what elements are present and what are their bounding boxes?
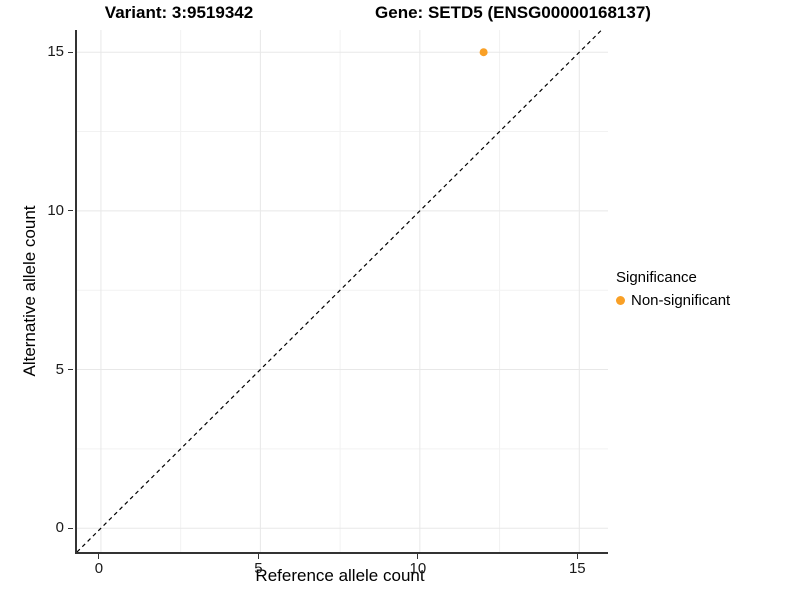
y-tick-mark [68, 210, 73, 212]
identity-line [77, 30, 603, 552]
x-axis-title: Reference allele count [255, 566, 425, 585]
x-tick-label: 10 [409, 560, 427, 577]
y-tick-label: 15 [47, 43, 64, 61]
legend-item: Non-significant [616, 292, 786, 309]
y-tick-label: 10 [47, 201, 64, 219]
gene-title: Gene: SETD5 (ENSG00000168137) [375, 3, 651, 22]
legend-item-label: Non-significant [631, 292, 731, 309]
legend-title: Significance [616, 269, 697, 286]
x-tick-mark [257, 554, 259, 559]
y-tick-label: 0 [55, 519, 64, 537]
plot-canvas [77, 30, 608, 552]
y-tick-mark [68, 51, 73, 53]
x-tick-mark [98, 554, 100, 559]
x-tick-mark [417, 554, 419, 559]
data-point [479, 48, 488, 57]
y-tick-label: 5 [55, 360, 64, 378]
x-tick-label: 15 [568, 560, 586, 577]
y-tick-mark [68, 527, 73, 529]
y-tick-mark [68, 369, 73, 371]
plot-panel [75, 30, 608, 554]
legend-point-icon [616, 296, 625, 305]
variant-title: Variant: 3:9519342 [104, 3, 254, 22]
legend: Significance Non-significant [616, 269, 786, 309]
x-tick-label: 5 [254, 560, 263, 577]
y-axis-title: Alternative allele count [20, 205, 39, 377]
x-tick-label: 0 [94, 560, 104, 577]
x-tick-mark [576, 554, 578, 559]
